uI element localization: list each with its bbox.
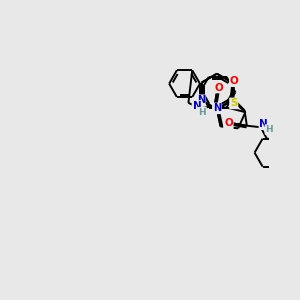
Text: N: N bbox=[213, 103, 221, 113]
Text: O: O bbox=[230, 76, 239, 86]
Text: S: S bbox=[230, 98, 238, 108]
Text: O: O bbox=[214, 82, 223, 92]
Text: O: O bbox=[224, 118, 233, 128]
Text: N: N bbox=[193, 101, 201, 111]
Text: N: N bbox=[260, 119, 268, 129]
Text: H: H bbox=[266, 125, 273, 134]
Text: N: N bbox=[197, 95, 205, 105]
Text: H: H bbox=[199, 108, 206, 117]
